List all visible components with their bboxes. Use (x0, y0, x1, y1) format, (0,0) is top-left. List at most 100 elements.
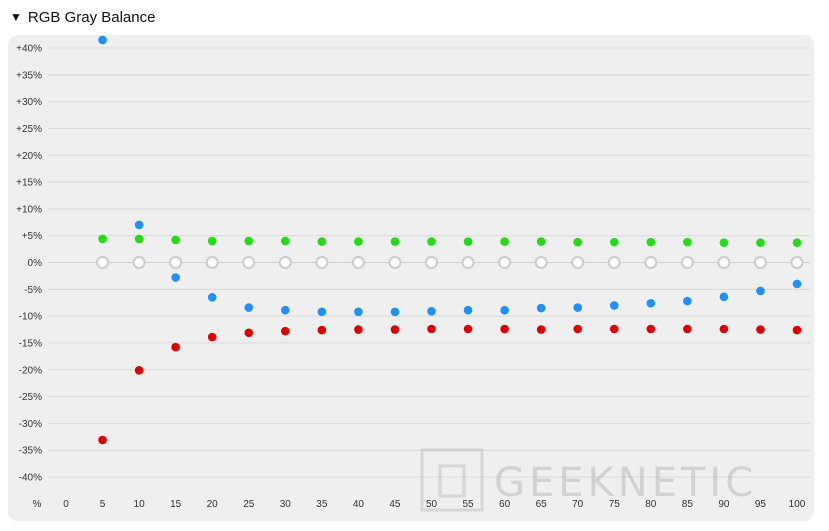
x-tick-label: 100 (789, 499, 806, 510)
y-tick-label: -40% (19, 473, 42, 484)
data-point (500, 237, 509, 246)
data-point (792, 279, 802, 289)
data-point (354, 237, 363, 246)
data-point (500, 305, 509, 315)
x-tick-label: 30 (280, 499, 292, 510)
x-tick-label: 0 (63, 499, 69, 510)
data-point (573, 303, 582, 312)
data-point (281, 326, 290, 336)
data-point (390, 307, 400, 317)
y-tick-label: +35% (16, 70, 42, 81)
data-point (244, 328, 254, 338)
y-tick-label: +20% (16, 151, 42, 162)
watermark: GEEKNETIC (420, 448, 757, 512)
data-point (683, 324, 692, 334)
data-point (134, 365, 144, 375)
y-tick-label: -10% (19, 312, 42, 323)
data-point (536, 303, 546, 313)
data-point (98, 234, 107, 244)
x-tick-label: 70 (572, 499, 584, 510)
x-tick-label: 35 (316, 499, 328, 510)
data-point (427, 237, 436, 246)
data-point (463, 324, 473, 334)
x-axis-tick-labels: 0 5 10 15 20 25 30 35 40 45 50 55 60 65 70 75 80 85 90 95 10… (63, 499, 806, 510)
data-point (534, 256, 548, 269)
data-point (96, 256, 110, 269)
data-point (244, 236, 254, 246)
data-points (96, 35, 804, 445)
x-tick-label: 20 (207, 499, 219, 510)
data-point (98, 35, 107, 45)
data-point (132, 256, 146, 269)
data-point (242, 256, 256, 269)
y-tick-label: +10% (16, 204, 42, 215)
data-point (792, 325, 802, 335)
data-point (609, 324, 619, 334)
y-tick-label: -5% (24, 285, 42, 296)
data-point (792, 238, 802, 247)
data-point (756, 238, 765, 247)
data-point (134, 220, 144, 230)
data-point (390, 325, 400, 334)
data-point (609, 301, 619, 310)
data-point (207, 293, 217, 302)
data-point (281, 305, 290, 315)
data-point (719, 238, 729, 247)
data-point (205, 256, 219, 269)
x-tick-label: 5 (100, 499, 106, 510)
watermark-text: GEEKNETIC (494, 460, 757, 506)
section-header[interactable]: ▼ RGB Gray Balance (10, 6, 155, 28)
x-axis-label: % (33, 499, 42, 510)
y-tick-label: -30% (19, 419, 42, 430)
data-point (683, 237, 692, 247)
data-point (207, 332, 217, 342)
data-point (646, 237, 656, 247)
data-point (134, 234, 144, 244)
x-tick-label: 10 (134, 499, 146, 510)
data-point (171, 273, 180, 282)
x-tick-label: 50 (426, 499, 438, 510)
data-point (753, 256, 767, 269)
data-point (354, 307, 363, 317)
data-point (354, 325, 363, 334)
data-point (317, 237, 327, 246)
data-point (680, 256, 694, 269)
y-axis-tick-labels: +40% +35% +30% +25% +20% +15% +10% +5% 0% -5% -10%… (16, 44, 42, 484)
data-point (427, 324, 436, 334)
data-point (609, 237, 619, 247)
data-point (171, 235, 180, 245)
data-point (169, 256, 183, 269)
data-point (646, 324, 656, 334)
y-tick-label: +5% (22, 231, 42, 242)
data-point (607, 256, 621, 269)
data-point (351, 256, 365, 269)
y-tick-label: -15% (19, 338, 42, 349)
data-point (644, 256, 658, 269)
data-point (573, 324, 582, 334)
y-tick-label: +25% (16, 124, 42, 135)
data-point (388, 256, 402, 269)
x-tick-label: 45 (389, 499, 401, 510)
x-tick-label: 55 (462, 499, 474, 510)
x-tick-label: 85 (682, 499, 694, 510)
data-point (536, 237, 546, 246)
section-title: RGB Gray Balance (27, 8, 156, 26)
data-point (536, 325, 546, 334)
x-tick-label: 80 (645, 499, 657, 510)
data-point (498, 256, 512, 269)
data-point (207, 236, 217, 246)
data-point (317, 307, 327, 317)
data-point (425, 256, 438, 269)
data-point (390, 237, 400, 246)
data-point (646, 298, 656, 308)
triangle-down-icon[interactable]: ▼ (10, 10, 22, 24)
y-tick-label: -25% (19, 392, 42, 403)
y-tick-label: +30% (16, 97, 42, 108)
data-point (790, 256, 804, 269)
data-point (171, 342, 180, 352)
data-point (756, 286, 765, 296)
y-tick-label: +15% (16, 178, 42, 189)
data-point (463, 305, 473, 315)
x-tick-label: 75 (609, 499, 621, 510)
